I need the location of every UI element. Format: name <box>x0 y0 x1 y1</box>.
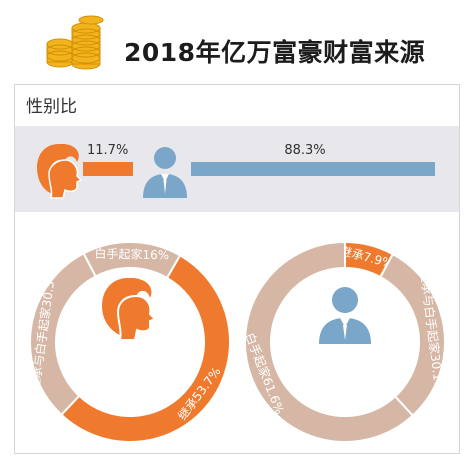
page-title: 2018年亿万富豪财富来源 <box>124 38 426 67</box>
female-head-icon <box>102 278 157 341</box>
female-slice-2 <box>82 241 182 280</box>
section-title: 性别比 <box>26 97 77 117</box>
male-bar-label: 88.3% <box>284 143 325 158</box>
inheritance-donut-charts: 继承53.7% 继承与白手起家30.3% 白手起家16% 继承7.9% 继承与白手起家… <box>14 222 460 454</box>
gold-coins-icon <box>46 15 104 70</box>
donut-charts-svg: 继承53.7%继承与白手起家30.3%白手起家16% 继承7.9%继承与白手起家… <box>27 240 447 443</box>
female-avatar-icon <box>37 144 83 199</box>
male-donut: 继承7.9%继承与白手起家30.1%白手起家61.6% <box>242 240 447 443</box>
gender-ratio-panel: 11.7% 88.3% <box>15 126 459 212</box>
female-slice-0 <box>59 254 231 443</box>
male-bar <box>191 162 435 176</box>
header: 2018年亿万富豪财富来源 <box>0 0 474 78</box>
female-bar-label: 11.7% <box>87 143 128 158</box>
male-slice-2 <box>244 240 415 443</box>
male-avatar-icon <box>143 147 187 198</box>
gender-ratio-chart: 11.7% 88.3% <box>37 143 435 199</box>
female-donut: 继承53.7%继承与白手起家30.3%白手起家16% <box>27 241 231 443</box>
female-bar <box>83 162 133 176</box>
female-slice-label-2: 白手起家16% <box>94 246 169 263</box>
male-head-icon <box>319 287 371 344</box>
